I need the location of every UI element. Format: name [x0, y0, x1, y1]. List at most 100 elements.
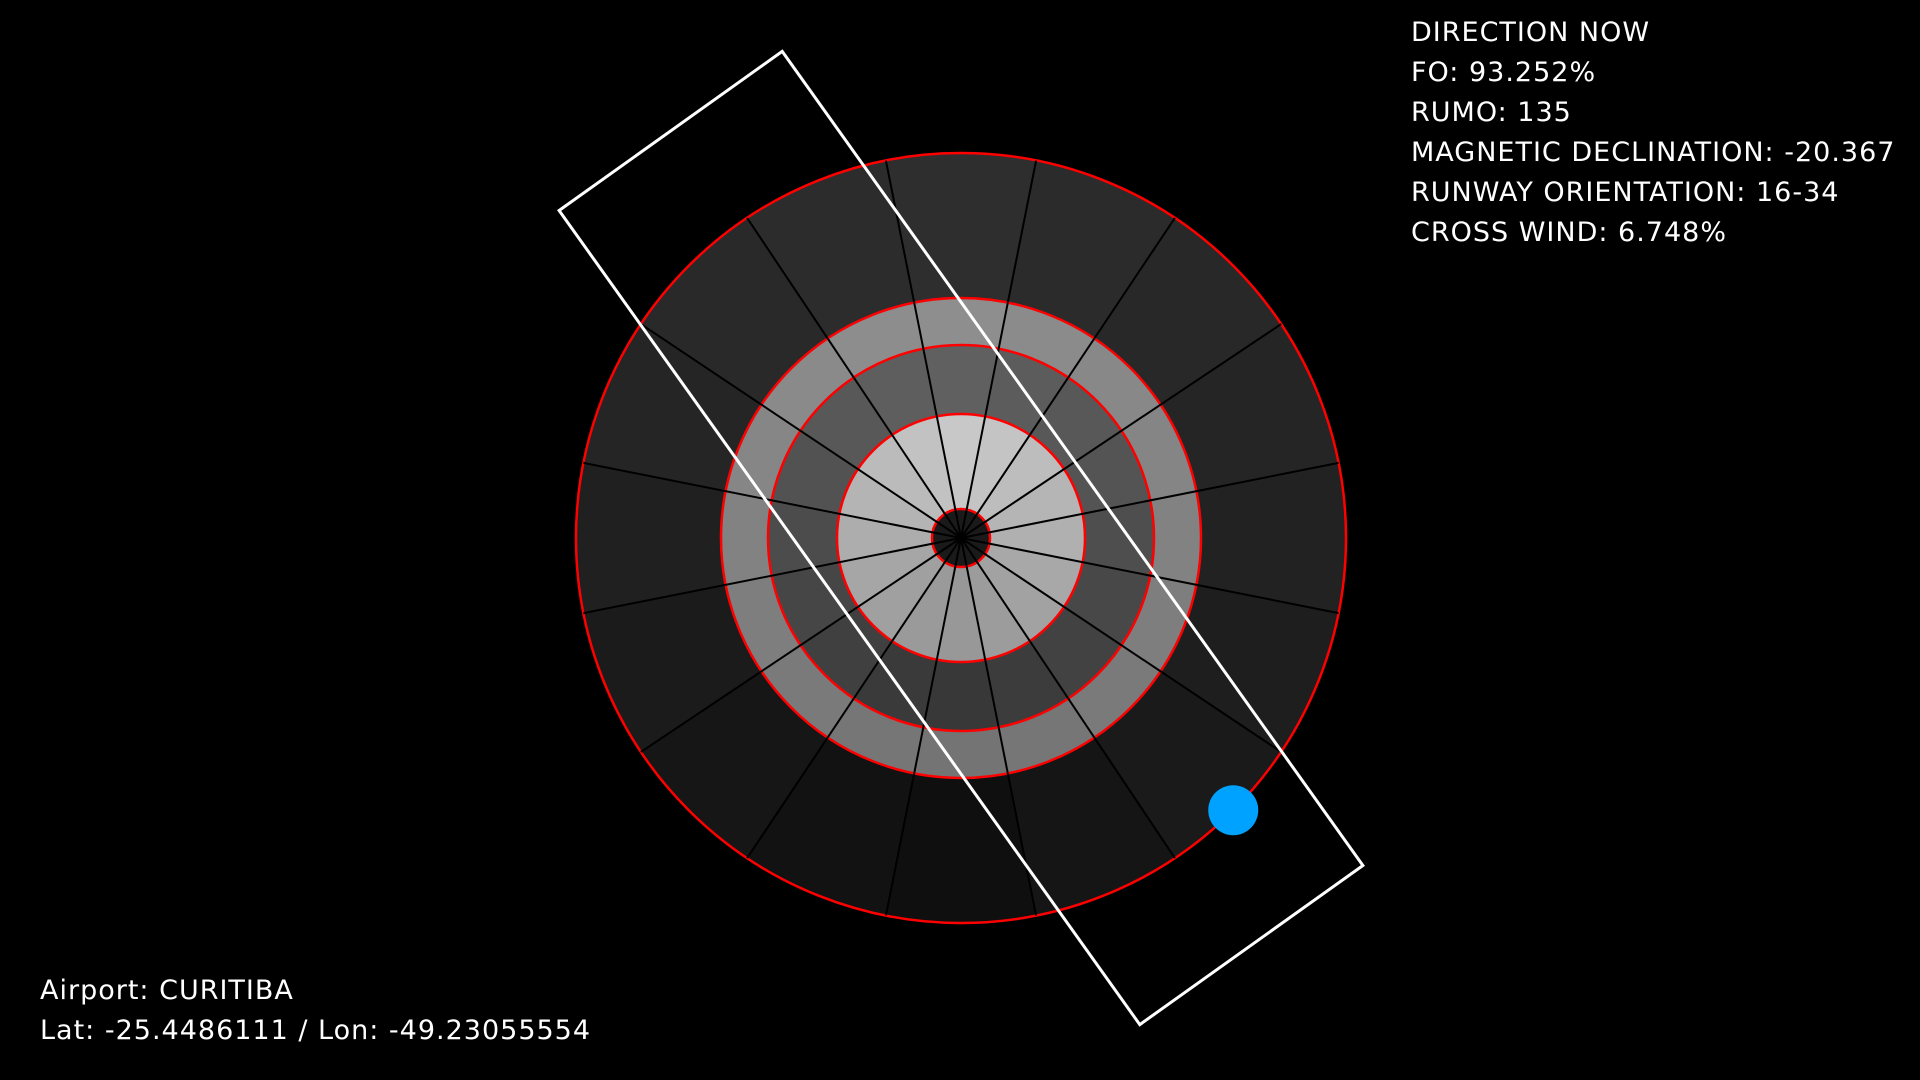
wind-rose-sector: [985, 641, 1069, 728]
wind-rose-sector: [1029, 377, 1122, 470]
wind-rose-sector: [966, 416, 1030, 514]
wind-rose-sector: [985, 543, 1083, 607]
wind-rose-sector: [853, 348, 937, 435]
wind-rose-spoke: [960, 537, 1339, 615]
wind-rose-sector: [1029, 606, 1122, 699]
wind-rose-sector: [892, 416, 956, 514]
wind-rose-sector: [837, 513, 933, 563]
wind-rose-spoke: [960, 323, 1282, 539]
wind-rose-sector: [640, 671, 828, 859]
wind-rose-spokes: [583, 160, 1339, 916]
runway-orientation-readout: RUNWAY ORIENTATION: 16-34: [1411, 177, 1840, 208]
wind-rose-spoke: [746, 217, 962, 539]
wind-rose-sector: [885, 773, 1037, 923]
wind-rose-spoke: [960, 537, 1176, 859]
wind-rose-sector: [583, 324, 762, 492]
wind-rose-sector: [961, 532, 990, 544]
magnetic-declination-readout: MAGNETIC DECLINATION: -20.367: [1411, 137, 1896, 168]
wind-rose-sector: [977, 434, 1065, 522]
wind-rose-sector: [998, 302, 1095, 378]
wind-rose-sector: [1007, 737, 1175, 916]
wind-rose-sector: [932, 532, 961, 544]
wind-rose-sector: [827, 698, 924, 774]
wind-rose-sector: [1064, 562, 1151, 646]
wind-rose-ring-border: [719, 296, 1203, 780]
rumo-readout: RUMO: 135: [1411, 97, 1572, 128]
wind-rose-sector: [771, 562, 858, 646]
wind-rose-sector: [1094, 671, 1282, 859]
wind-rose-spoke: [884, 160, 962, 539]
wind-rose-ring-border: [766, 343, 1156, 733]
wind-rose-spoke: [884, 537, 962, 916]
wind-rose-sector: [857, 554, 945, 642]
wind-rose-sector: [936, 566, 986, 662]
wind-rose-sector: [1196, 462, 1346, 614]
wind-rose-sector: [1064, 430, 1151, 514]
wind-rose-sector: [857, 434, 945, 522]
wind-rose-sector: [923, 659, 999, 731]
wind-rose-sector: [800, 606, 893, 699]
wind-rose-sector: [936, 413, 986, 510]
wind-direction-dot: [1208, 785, 1259, 836]
wind-rose-sector: [955, 538, 967, 567]
wind-rose-spoke: [583, 461, 962, 539]
direction-info-panel: DIRECTION NOW FO: 93.252% RUMO: 135 MAGN…: [1411, 13, 1895, 253]
wind-rose-sector: [747, 160, 915, 339]
runway-outline: [557, 49, 1365, 1027]
wind-rose-sector: [1121, 404, 1197, 501]
wind-rose-sector: [961, 538, 986, 563]
wind-rose-spoke: [640, 323, 962, 539]
wind-rose-spoke: [960, 160, 1038, 539]
wind-rose-sector: [985, 469, 1083, 533]
fo-readout: FO: 93.252%: [1411, 57, 1597, 88]
wind-rose-sector: [936, 513, 961, 538]
wind-rose-sector: [1121, 575, 1197, 672]
wind-rose-sector: [721, 491, 772, 585]
airport-name: Airport: CURITIBA: [40, 975, 294, 1006]
wind-rose-sector: [1068, 645, 1161, 738]
wind-rose-sector: [1160, 584, 1339, 752]
wind-rose-sectors: [575, 153, 1346, 923]
direction-heading: DIRECTION NOW: [1411, 17, 1651, 48]
wind-rose-sector: [1068, 338, 1161, 431]
wind-rose-spoke: [640, 537, 962, 753]
wind-rose-sector: [892, 562, 956, 660]
wind-rose-spoke: [960, 217, 1176, 539]
wind-rose-ring-border: [835, 412, 1087, 664]
wind-rose-spoke: [583, 537, 962, 615]
wind-rose-sector: [1150, 491, 1201, 585]
wind-rose-sector: [961, 513, 986, 538]
wind-rose-sector: [768, 500, 840, 576]
wind-rose-sector: [998, 698, 1095, 774]
wind-rose-sector: [827, 302, 924, 378]
wind-rose-sector: [955, 509, 967, 538]
wind-rose-sector: [885, 153, 1037, 303]
wind-rose-sector: [966, 562, 1030, 660]
wind-rose-sector: [989, 513, 1085, 563]
wind-rose-sector: [747, 737, 915, 916]
wind-rose-sector: [761, 338, 854, 431]
wind-rose-sector: [839, 543, 937, 607]
wind-rose-sector: [914, 298, 1008, 349]
wind-rose-sector: [977, 554, 1065, 642]
wind-rose-sector: [725, 404, 801, 501]
wind-rose-sector: [640, 217, 828, 405]
wind-rose-ring-border: [574, 151, 1348, 925]
wind-rose-sector: [1082, 500, 1154, 576]
airport-info-panel: Airport: CURITIBA Lat: -25.4486111 / Lon…: [40, 971, 591, 1051]
wind-rose-sector: [1160, 324, 1339, 492]
wind-rose-sector: [771, 430, 858, 514]
airport-coordinates: Lat: -25.4486111 / Lon: -49.23055554: [40, 1015, 592, 1046]
wind-rose-sector: [761, 645, 854, 738]
wind-rose-ring-border: [930, 507, 992, 569]
wind-rose-sector: [1094, 217, 1282, 405]
wind-rose-sector: [725, 575, 801, 672]
wind-rose-sector: [1007, 160, 1175, 339]
wind-rose-sector: [839, 469, 937, 533]
wind-rose-sector: [575, 462, 726, 614]
wind-rose-spoke: [960, 461, 1339, 539]
wind-rose-sector: [923, 345, 999, 417]
wind-rose-sector: [800, 377, 893, 470]
